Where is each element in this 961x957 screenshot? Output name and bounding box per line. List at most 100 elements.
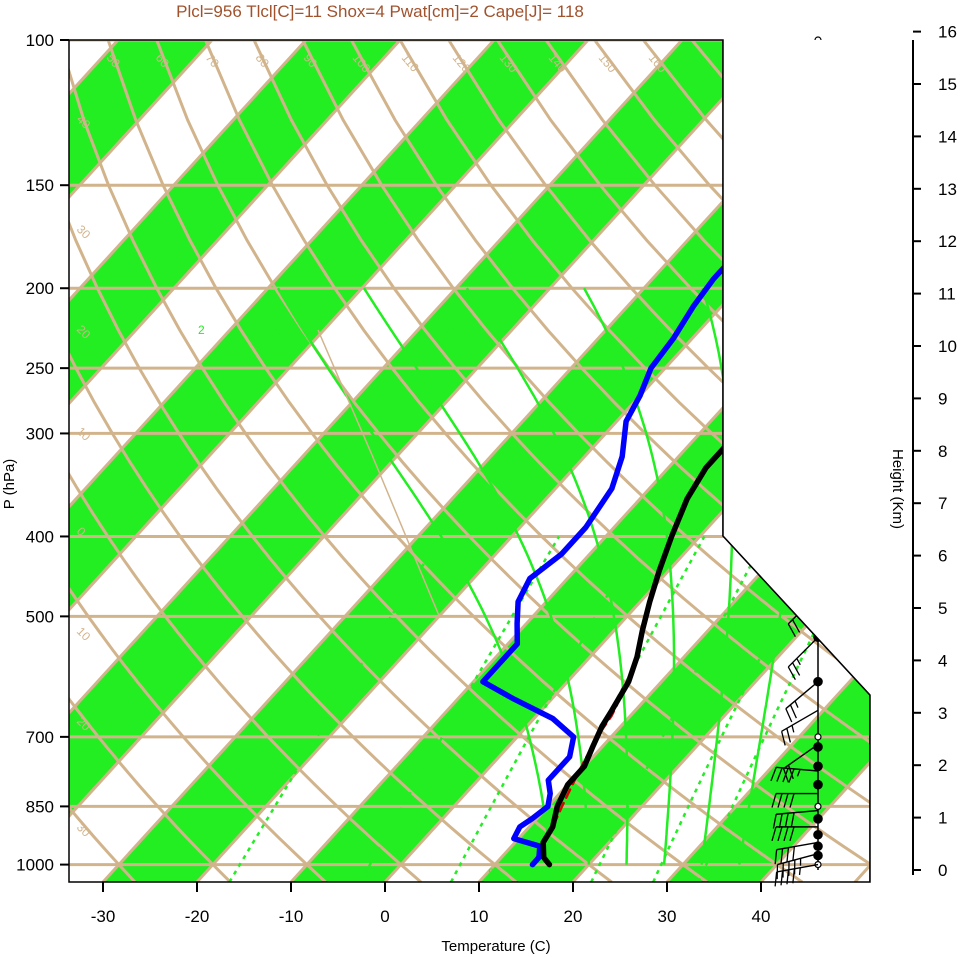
height-tick-label: 12 — [938, 232, 957, 251]
wind-barb-feather — [774, 871, 778, 887]
moist-adiabat — [583, 287, 676, 865]
temperature-line — [540, 64, 870, 868]
y-tick-label: 850 — [26, 797, 54, 816]
mixing-ratio-line — [590, 535, 767, 882]
wind-barb-shaft — [776, 841, 819, 851]
x-tick-label: 0 — [380, 907, 389, 926]
isotherm-band — [290, 40, 870, 882]
height-tick-label: 10 — [938, 337, 957, 356]
dry-adiabat — [69, 40, 137, 882]
mixing-ratio-label: 24 — [444, 323, 458, 337]
mixing-ratio-label: 8 — [488, 866, 495, 880]
wind-barb-shaft — [781, 709, 819, 732]
outside-mask — [723, 40, 960, 882]
wind-barb-feather — [784, 813, 789, 828]
wind-barb-feather — [771, 826, 777, 842]
height-marker — [813, 829, 823, 840]
isotherm-line — [69, 40, 590, 882]
dry-adiabat — [204, 40, 870, 882]
wind-barb-feather — [770, 767, 777, 782]
wind-barb-feather — [787, 764, 794, 780]
height-tick-label: 0 — [938, 861, 947, 880]
wind-barb-feather — [788, 768, 795, 783]
wind-barb-shaft — [776, 766, 819, 772]
wind-barb-feather — [789, 704, 797, 719]
dry-adiabat-label: 150 — [596, 51, 620, 76]
height-marker — [814, 802, 822, 810]
dry-adiabat — [155, 40, 870, 882]
wind-barb-shaft — [776, 809, 819, 815]
height-marker — [813, 779, 823, 790]
wind-barb-feather — [791, 619, 801, 633]
mixing-ratio-label: 32 — [652, 323, 666, 337]
height-tick-label: 8 — [938, 442, 947, 461]
wind-barb-feather — [789, 793, 795, 808]
wind-barb-feather — [787, 666, 796, 680]
wind-barb-shaft — [785, 681, 819, 710]
y-tick-label: 400 — [26, 527, 54, 546]
isotherm-label-left: 30 — [74, 820, 94, 840]
x-tick-label: 30 — [658, 907, 677, 926]
height-tick-label: 3 — [938, 704, 947, 723]
isotherm-line — [69, 40, 402, 882]
mixing-ratio-line — [228, 535, 442, 882]
dry-adiabat — [69, 40, 613, 882]
isotherm-line — [69, 40, 214, 882]
height-tick-label: 15 — [938, 75, 957, 94]
plot-right-border — [722, 40, 871, 882]
isotherm-line — [69, 40, 308, 882]
dry-adiabat-label: 80 — [253, 51, 273, 70]
height-axis-title: Height (Km) — [889, 449, 906, 529]
dry-adiabat — [69, 40, 518, 882]
height-marker — [813, 841, 823, 852]
moist-adiabat — [362, 287, 591, 865]
height-tick-label: 4 — [938, 651, 947, 670]
wind-barb-feather — [782, 768, 789, 783]
isotherm-label-left: 30 — [74, 222, 94, 242]
mixing-ratio-label: 16 — [268, 323, 282, 337]
y-tick-label: 200 — [26, 279, 54, 298]
chart-title: Plcl=956 Tlcl[C]=11 Shox=4 Pwat[cm]=2 Ca… — [176, 2, 584, 21]
isotherm-line — [69, 40, 684, 882]
height-tick-label: 14 — [938, 127, 957, 146]
dry-adiabat — [350, 40, 870, 882]
wind-barb-shaft — [787, 636, 819, 668]
reference-line — [317, 329, 441, 619]
wind-barb-feather — [789, 826, 795, 842]
y-tick-label: 150 — [26, 176, 54, 195]
wind-barb-half — [791, 725, 795, 733]
x-tick-label: 10 — [470, 907, 489, 926]
wind-barb-half — [796, 769, 801, 777]
dry-adiabat — [447, 40, 870, 882]
isotherm-line — [289, 40, 870, 882]
dry-adiabat-label: 70 — [203, 51, 223, 70]
isotherm-label-left: 10 — [74, 624, 94, 644]
mixing-ratio-label: 3 — [362, 866, 369, 880]
wind-barb-half — [796, 658, 801, 666]
dry-adiabat — [69, 40, 327, 882]
wind-barb-feather — [780, 848, 784, 864]
wind-barb-feather — [777, 793, 783, 808]
mixing-ratio-line — [359, 535, 561, 882]
wind-barb-feather — [776, 767, 783, 782]
isotherm-label-left: 10 — [74, 424, 94, 444]
wind-barb-feather — [785, 708, 793, 723]
dry-adiabat — [69, 40, 232, 882]
y-axis-title: P (hPa) — [1, 459, 18, 510]
wind-barb-shaft — [783, 743, 819, 770]
height-tick-label: 13 — [938, 180, 957, 199]
wind-barb-feather — [780, 731, 786, 746]
wind-barb-feather — [790, 812, 795, 828]
wind-barb-feather — [786, 847, 790, 863]
wind-barb-shaft — [777, 853, 819, 866]
y-tick-label: 1000 — [16, 856, 54, 875]
height-tick-label: 1 — [938, 809, 947, 828]
wind-barb-feather — [778, 813, 783, 829]
y-tick-label: 700 — [26, 728, 54, 747]
x-tick-label: 40 — [752, 907, 771, 926]
wind-barb-feather — [792, 868, 796, 884]
moist-adiabat — [276, 287, 553, 865]
height-tick-label: 9 — [938, 389, 947, 408]
height-marker — [813, 814, 823, 824]
